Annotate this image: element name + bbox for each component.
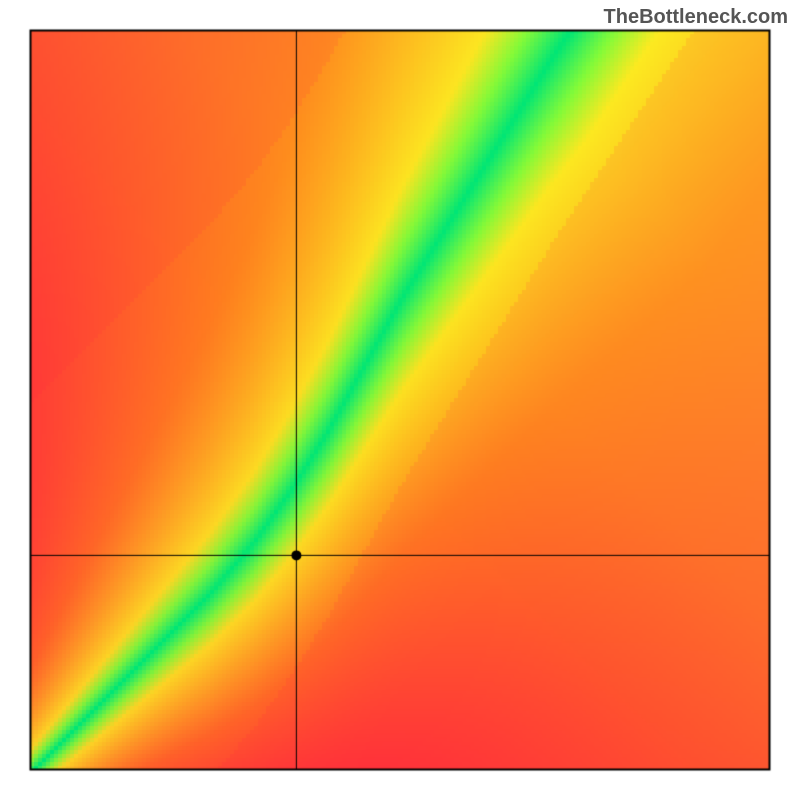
bottleneck-heatmap <box>0 0 800 800</box>
watermark-text: TheBottleneck.com <box>604 6 788 29</box>
chart-container: TheBottleneck.com <box>0 0 800 800</box>
